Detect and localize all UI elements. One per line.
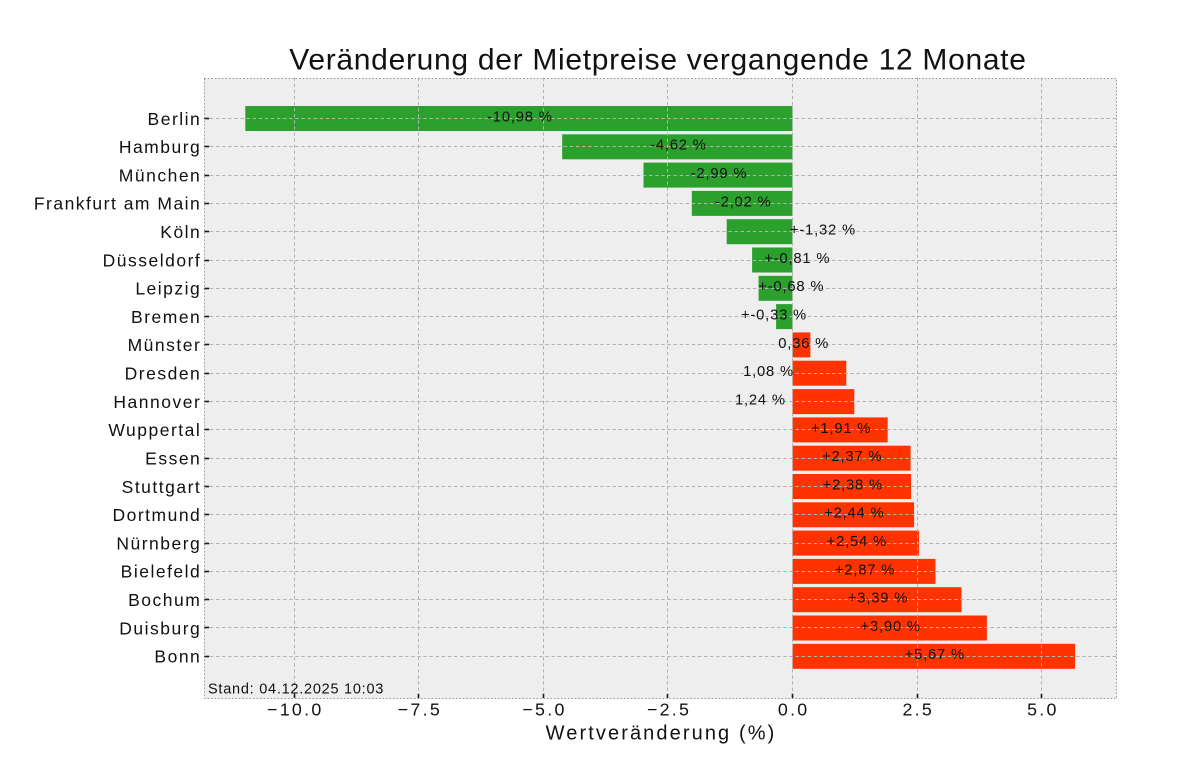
svg-text:Münster: Münster (128, 335, 202, 355)
svg-text:1,24 %: 1,24 % (735, 392, 786, 408)
svg-text:+2,37 %: +2,37 % (822, 449, 882, 465)
svg-text:München: München (119, 165, 202, 185)
svg-text:Frankfurt am Main: Frankfurt am Main (34, 194, 201, 214)
svg-text:0.0: 0.0 (778, 700, 810, 720)
svg-text:+5,67 %: +5,67 % (905, 647, 965, 663)
svg-text:Nürnberg: Nürnberg (116, 533, 201, 553)
svg-text:Stuttgart: Stuttgart (122, 477, 202, 497)
svg-text:2.5: 2.5 (902, 700, 934, 720)
svg-text:+-1,32 %: +-1,32 % (790, 223, 856, 239)
svg-text:Bremen: Bremen (131, 307, 201, 327)
svg-text:+-0,68 %: +-0,68 % (758, 279, 824, 295)
svg-text:+3,39 %: +3,39 % (848, 591, 908, 607)
svg-text:Veränderung der Mietpreise ver: Veränderung der Mietpreise vergangende 1… (289, 44, 1026, 77)
svg-text:+1,91 %: +1,91 % (811, 421, 871, 437)
svg-text:Bonn: Bonn (154, 647, 201, 667)
svg-text:Leipzig: Leipzig (135, 279, 201, 299)
svg-text:Bielefeld: Bielefeld (121, 562, 202, 582)
svg-text:−10.0: −10.0 (267, 700, 324, 720)
svg-text:+2,54 %: +2,54 % (827, 534, 887, 550)
svg-text:Hannover: Hannover (113, 392, 201, 412)
svg-text:Dortmund: Dortmund (112, 505, 201, 525)
svg-text:1,08 %: 1,08 % (743, 364, 794, 380)
svg-text:−2.5: −2.5 (647, 700, 691, 720)
svg-text:-2,02 %: -2,02 % (715, 194, 772, 210)
svg-text:+2,38 %: +2,38 % (823, 477, 883, 493)
svg-text:Duisburg: Duisburg (119, 618, 201, 638)
svg-text:5.0: 5.0 (1027, 700, 1059, 720)
svg-text:+3,90 %: +3,90 % (861, 619, 921, 635)
svg-text:+2,87 %: +2,87 % (835, 562, 895, 578)
svg-text:Köln: Köln (160, 222, 201, 242)
svg-text:Wertveränderung (%): Wertveränderung (%) (546, 723, 777, 745)
svg-text:Hamburg: Hamburg (119, 137, 201, 157)
svg-text:Wuppertal: Wuppertal (108, 420, 201, 440)
svg-text:-4,62 %: -4,62 % (650, 138, 707, 154)
svg-text:Dresden: Dresden (125, 364, 202, 384)
svg-text:Berlin: Berlin (148, 109, 202, 129)
svg-text:Stand: 04.12.2025 10:03: Stand: 04.12.2025 10:03 (208, 682, 384, 698)
svg-text:-10,98 %: -10,98 % (487, 109, 553, 125)
svg-text:+2,44 %: +2,44 % (824, 506, 884, 522)
svg-text:+-0,81 %: +-0,81 % (764, 251, 830, 267)
svg-text:Essen: Essen (145, 449, 201, 469)
svg-text:−5.0: −5.0 (522, 700, 566, 720)
svg-text:Düsseldorf: Düsseldorf (103, 250, 202, 270)
svg-text:-2,99 %: -2,99 % (691, 166, 748, 182)
svg-text:0,36 %: 0,36 % (778, 336, 829, 352)
svg-text:+-0,33 %: +-0,33 % (741, 308, 807, 324)
svg-text:−7.5: −7.5 (398, 700, 442, 720)
svg-text:Bochum: Bochum (128, 590, 201, 610)
